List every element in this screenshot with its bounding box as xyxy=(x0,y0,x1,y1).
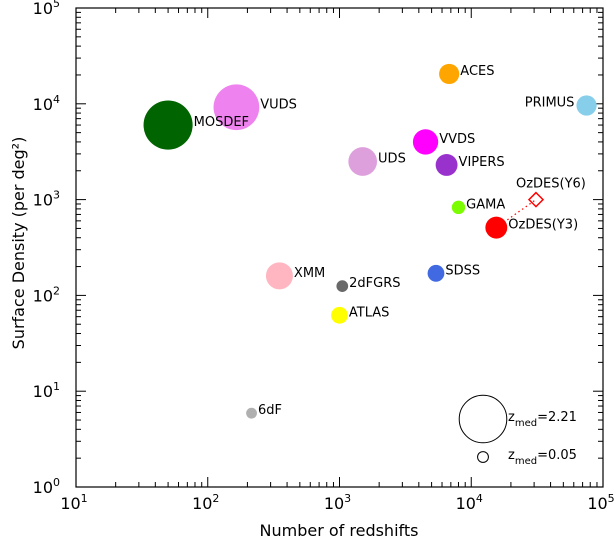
y-tick-label: 103 xyxy=(33,189,60,210)
point-label: MOSDEF xyxy=(194,115,249,130)
point-label: PRIMUS xyxy=(525,95,575,110)
y-tick-label: 101 xyxy=(33,380,60,401)
point-aces xyxy=(439,63,460,85)
legend-label: zmed=2.21 xyxy=(508,410,577,429)
point-sdss xyxy=(427,264,445,282)
y-tick-label: 100 xyxy=(33,476,60,497)
data-labels: OzDES(Y6) MOSDEF VUDS ACES PRIMUS UDS VVDS VIPE… xyxy=(194,64,586,418)
x-axis-title: Number of redshifts xyxy=(260,521,419,540)
plot-frame xyxy=(75,7,604,488)
y-axis-title: Surface Density (per deg²) xyxy=(9,137,28,350)
y-tick-label: 102 xyxy=(33,284,60,305)
point-label: SDSS xyxy=(445,263,480,278)
point-label: XMM xyxy=(294,266,325,281)
x-tick-label: 102 xyxy=(192,492,219,513)
projection-marker xyxy=(527,191,545,208)
point-label: VIPERS xyxy=(459,155,505,170)
point-label: VUDS xyxy=(260,97,297,112)
point-gama xyxy=(451,200,466,215)
x-tick-label: 101 xyxy=(60,492,87,513)
point-vvds xyxy=(412,129,439,155)
point-uds xyxy=(348,147,378,176)
point-6df xyxy=(246,407,257,419)
projection-label: OzDES(Y6) xyxy=(516,177,586,192)
point-mosdef xyxy=(143,100,193,150)
point-primus xyxy=(576,95,597,116)
axis-ticks xyxy=(75,7,604,488)
point-xmm xyxy=(265,262,293,290)
data-points xyxy=(143,63,597,419)
point-label: OzDES(Y3) xyxy=(508,218,578,233)
point-label: 2dFGRS xyxy=(349,276,400,291)
point-label: ATLAS xyxy=(349,305,390,320)
size-legend: zmed=2.21 zmed=0.05 xyxy=(458,394,577,467)
plot-area xyxy=(75,7,604,488)
point-ozdes-y3- xyxy=(485,216,508,239)
point-label: VVDS xyxy=(439,132,475,147)
point-label: ACES xyxy=(460,64,494,79)
point-vuds xyxy=(213,84,260,131)
x-tick-label: 103 xyxy=(324,492,351,513)
legend-circle xyxy=(458,394,508,444)
x-tick-label: 105 xyxy=(587,492,614,513)
legend-label: zmed=0.05 xyxy=(508,448,577,467)
point-atlas xyxy=(331,306,348,324)
point-label: 6dF xyxy=(258,403,282,418)
point-label: UDS xyxy=(378,151,406,166)
point-2dfgrs xyxy=(336,280,349,292)
x-tick-label: 104 xyxy=(456,492,483,513)
legend-circle xyxy=(477,451,489,463)
point-label: GAMA xyxy=(466,197,505,212)
y-tick-label: 105 xyxy=(33,0,60,18)
point-vipers xyxy=(435,153,458,176)
y-tick-label: 104 xyxy=(33,93,60,114)
